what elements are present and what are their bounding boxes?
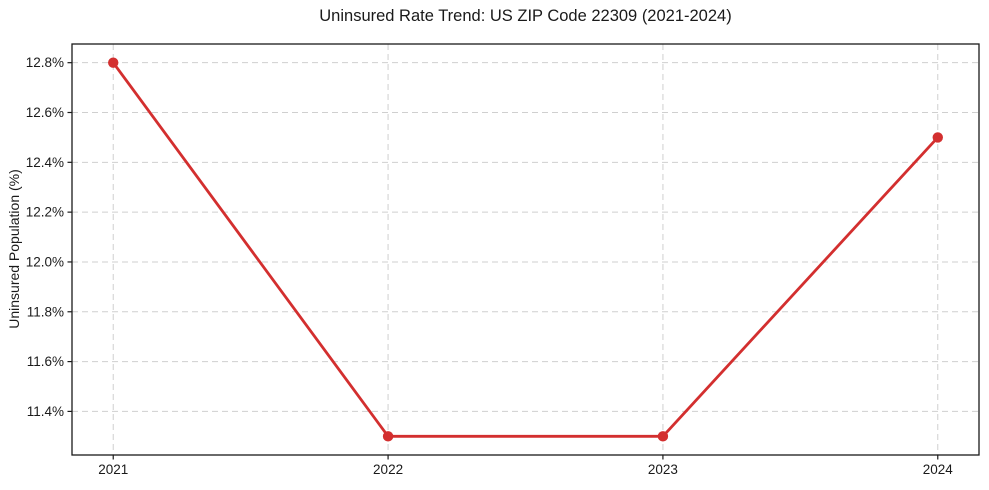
y-tick-label: 12.8% bbox=[26, 55, 64, 70]
x-tick-label: 2021 bbox=[98, 462, 128, 477]
trend-line bbox=[111, 61, 940, 438]
y-axis-label: Uninsured Population (%) bbox=[6, 169, 22, 329]
y-tick-label: 11.8% bbox=[27, 304, 64, 319]
data-point-marker bbox=[932, 132, 943, 143]
y-tick-label: 12.6% bbox=[26, 105, 64, 120]
data-point-marker bbox=[657, 431, 669, 442]
x-tick-label: 2022 bbox=[373, 462, 403, 477]
y-tick-label: 12.2% bbox=[26, 205, 64, 220]
x-tick-label: 2023 bbox=[648, 462, 678, 477]
y-tick-label: 12.0% bbox=[26, 254, 64, 269]
data-point-marker bbox=[382, 431, 394, 442]
y-tick-label: 12.4% bbox=[26, 155, 64, 170]
plot-border bbox=[71, 43, 980, 456]
data-point-marker bbox=[108, 57, 119, 68]
x-tick-label: 2024 bbox=[923, 462, 954, 477]
y-tick-label: 11.4% bbox=[27, 404, 64, 419]
y-tick-label: 11.6% bbox=[27, 354, 64, 369]
chart-title: Uninsured Rate Trend: US ZIP Code 22309 … bbox=[319, 7, 732, 25]
